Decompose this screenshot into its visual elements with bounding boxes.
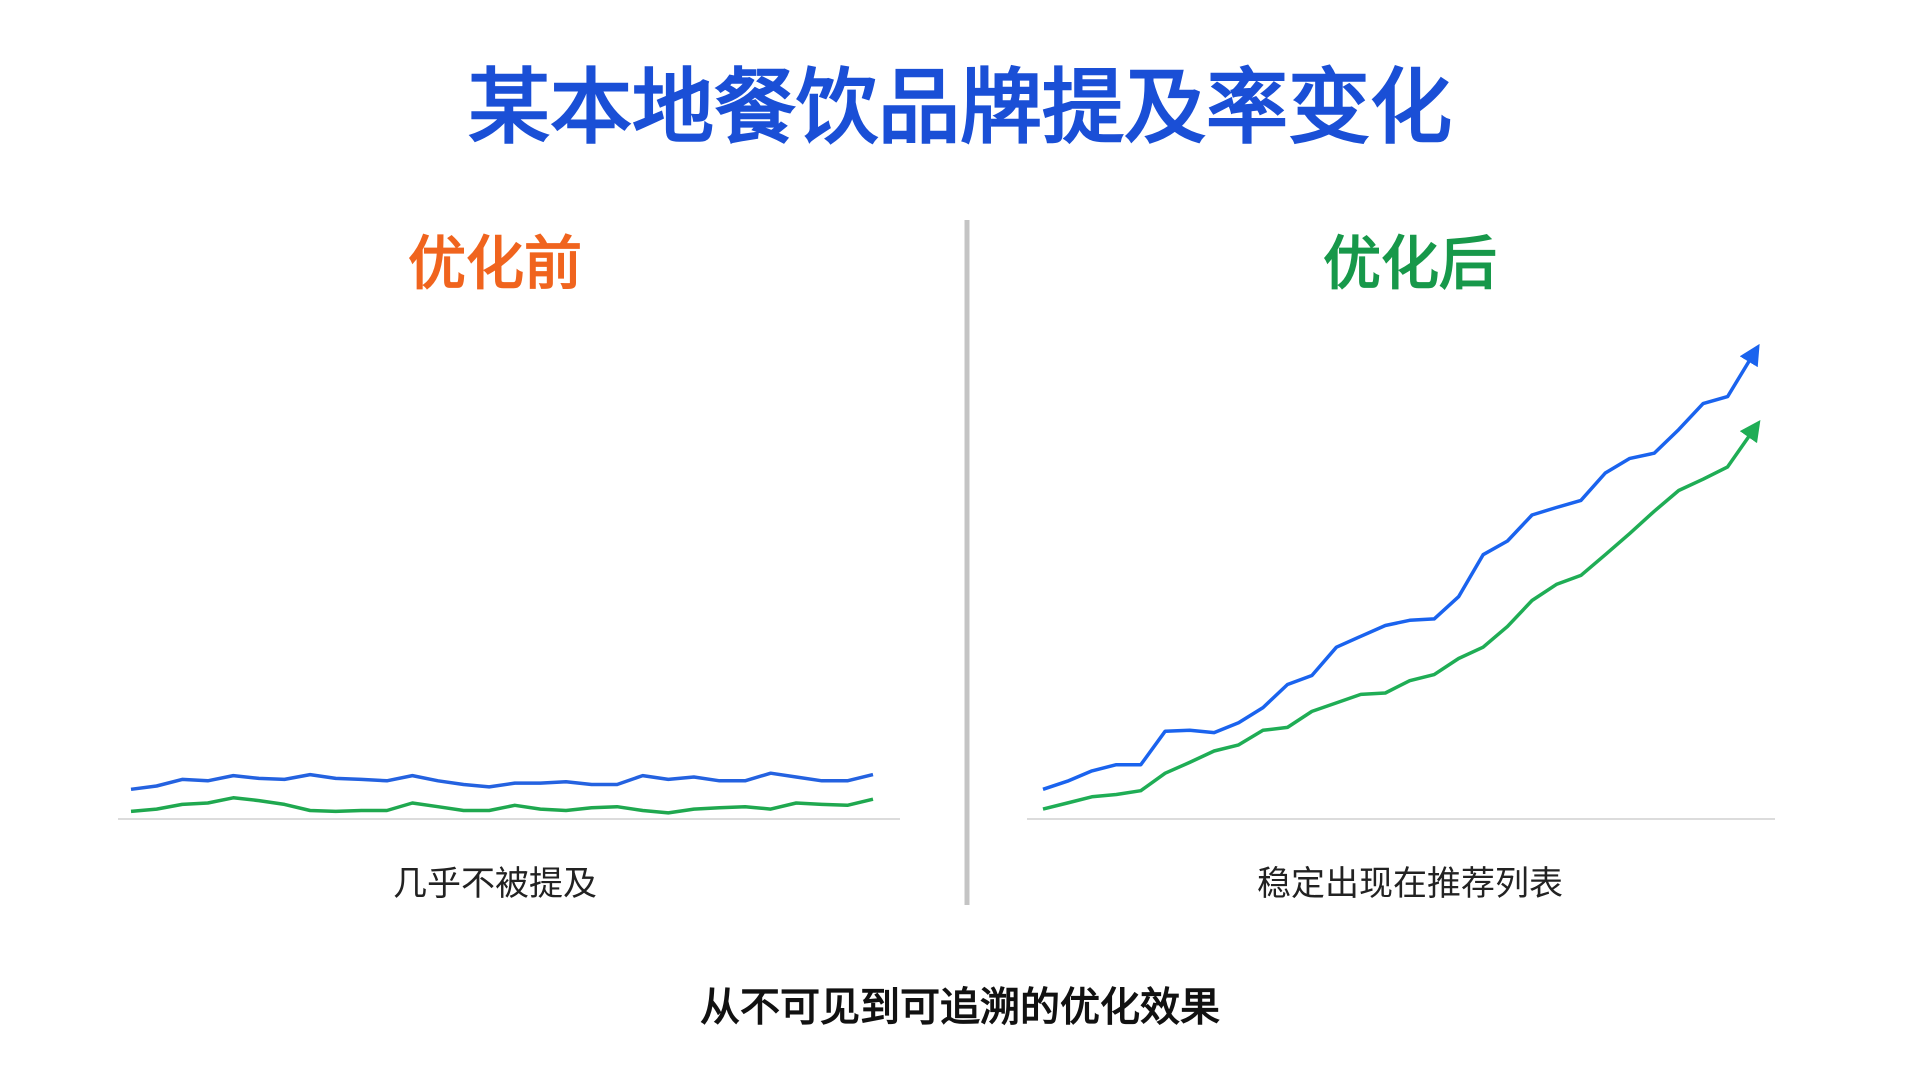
panel-caption: 几乎不被提及 [393, 865, 597, 903]
series-line [130, 771, 874, 792]
series-line [130, 796, 874, 815]
panel-caption: 稳定出现在推荐列表 [1257, 865, 1563, 903]
series-line [1042, 419, 1761, 811]
footer: 从不可见到可追溯的优化效果 [700, 986, 1220, 1030]
panel-title: 优化后 [1323, 231, 1497, 296]
panel-title: 优化前 [408, 231, 582, 296]
series-line [1042, 343, 1760, 791]
main-title: 某本地餐饮品牌提及率变化 [468, 63, 1452, 154]
